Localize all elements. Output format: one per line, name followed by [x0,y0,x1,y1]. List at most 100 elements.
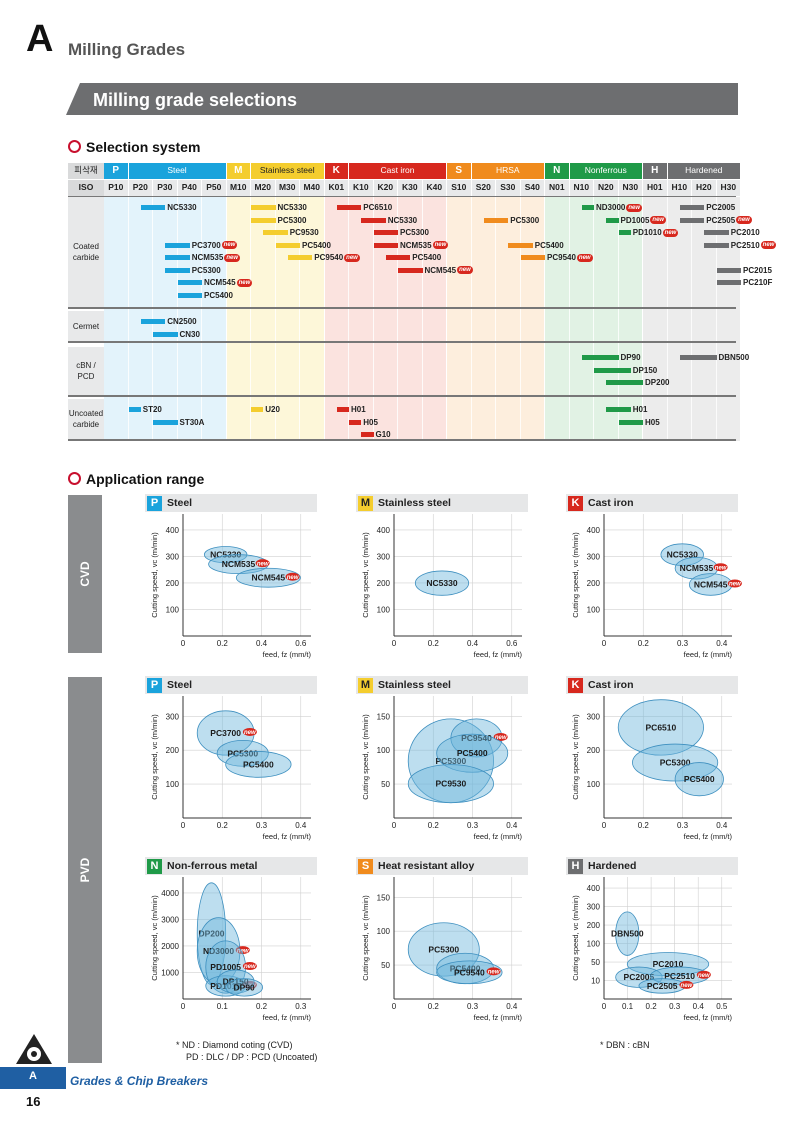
bullet-icon [68,140,81,153]
grade-label: H05 [645,418,660,427]
grade-bar [606,217,619,223]
iso-code-M10: M10 [226,180,250,196]
grade-label: NCM545 new [204,278,253,287]
chart-title-bar: K Cast iron [566,494,738,512]
cvd-side-label: CVD [68,495,102,653]
new-badge: new [576,253,593,262]
grade-name: PC2015 [743,265,772,275]
region-label: NC5330 [667,550,698,560]
grid-line [617,197,619,441]
grade-label: NC5330 [278,203,307,212]
x-tick-label: 0.3 [467,1002,479,1011]
x-tick-label: 0.4 [467,639,479,648]
region-label: PC5400 [243,759,274,769]
grade-name: NC5330 [387,215,418,225]
chart-svg: 0 0.2 0.3 0.4 100 200 300 feed, fz (mm/t) Cuttin… [571,696,733,841]
iso-code-N20: N20 [594,180,618,196]
y-axis-label: Cutting speed, vc (m/min) [150,714,159,800]
region-ncm545 [235,567,301,588]
new-badge-bg [727,579,742,588]
iso-code-P10: P10 [104,180,128,196]
grade-label: PC6510 [363,203,392,212]
grade-bar [373,230,398,235]
row-border [68,439,736,441]
chart-title: Heat resistant alloy [378,860,475,872]
x-tick-label: 0.3 [669,1002,681,1011]
y-tick-label: 1000 [161,968,179,977]
grade-label: H01 [633,405,648,414]
y-tick-label: 300 [166,552,180,561]
grade-label: PC2510 new [731,241,777,250]
region-dbn500 [615,911,640,956]
grid-line [568,197,570,441]
group-letter-H: H [643,163,667,179]
brand-logo [16,1034,52,1064]
region-label: PC9540 [454,967,485,977]
group-bg-K [324,197,446,441]
region-label: PC5300 [436,756,467,766]
grade-name: H01 [632,405,648,414]
grid-line [544,197,545,441]
new-badge: new [244,730,256,736]
grade-name: PC9530 [289,228,319,237]
y-tick-label: 50 [591,958,600,967]
chart-cvd-m: M Stainless steel 0 0.2 0.4 0.6 100 200 300 400 fe… [356,494,532,664]
region-dp150 [216,969,255,994]
x-tick-label: 0.3 [467,821,479,830]
y-axis-label: Cutting speed, vc (m/min) [571,714,580,800]
grade-bar [275,242,300,248]
y-tick-label: 100 [587,780,601,789]
y-tick-label: 100 [166,780,180,789]
grade-label: CN30 [180,330,200,339]
x-tick-label: 0 [602,639,607,648]
grade-label: PC5400 [302,241,331,250]
group-letter-K: K [324,163,348,179]
grade-bar [153,419,178,425]
chart-title-bar: P Steel [145,676,317,694]
x-tick-label: 0.2 [646,1002,658,1011]
grade-label: PC5400 [204,291,233,300]
grid-line [299,197,300,441]
chart-title-bar: P Steel [145,494,317,512]
grade-bar [251,205,276,210]
x-axis-label: feed, fz (mm/t) [263,650,312,659]
x-axis-label: feed, fz (mm/t) [684,832,733,841]
x-tick-label: 0.3 [677,821,689,830]
y-tick-label: 300 [587,903,601,912]
region-label: NCM535 [222,559,256,569]
grid-line [740,197,741,441]
grid-line [446,197,447,441]
chart-title: Steel [167,497,193,509]
x-tick-label: 0 [392,1002,397,1011]
grade-name: ST30A [179,417,205,427]
region-label: DP150 [223,977,249,987]
grade-label: G10 [376,430,391,439]
grade-name: PC5400 [534,240,564,250]
grade-bar [177,280,202,285]
grade-label: PC5300 [510,216,539,225]
region-label: PC6510 [646,722,677,732]
grade-name: PC6510 [363,203,393,212]
new-badge: new [650,216,667,225]
y-tick-label: 200 [587,921,601,930]
grade-name: PC5400 [204,290,233,300]
chart-cvd-k: K Cast iron 0 0.2 0.3 0.4 100 200 300 400 feed, fz… [566,494,742,664]
group-letter-S: S [447,163,471,179]
region-pc2010 [626,952,710,977]
new-badge: new [495,735,507,741]
grade-label: PC5300 [192,266,221,275]
new-badge: new [736,216,752,225]
region-pc5300 [407,922,480,977]
grade-name: PD1010 [632,228,662,237]
pvd-side-label: PVD [68,677,102,1063]
region-pc5400 [436,733,509,773]
y-axis-label: Cutting speed, vc (m/min) [150,895,159,981]
grade-bar [361,217,386,223]
x-tick-label: 0.4 [693,1002,705,1011]
region-dp90 [225,978,264,997]
iso-code-N30: N30 [618,180,642,196]
chart-title-bar: N Non-ferrous metal [145,857,317,875]
application-heading-text: Application range [86,471,205,487]
region-label: PC5300 [428,944,459,954]
grade-bar [287,255,313,260]
